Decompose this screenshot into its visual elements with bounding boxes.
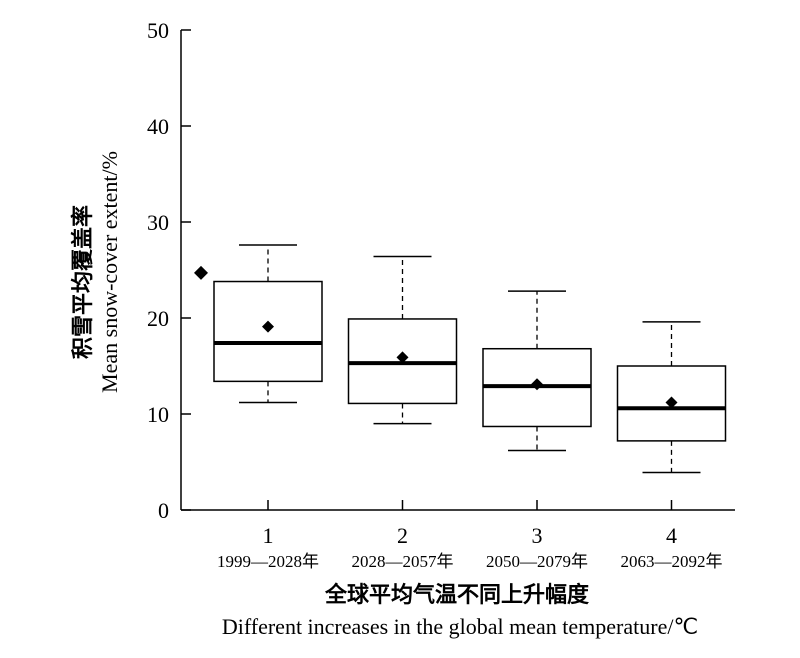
x-period-label: 1999—2028年 (217, 552, 319, 571)
x-tick-label: 3 (532, 523, 543, 548)
x-axis-title-zh: 全球平均气温不同上升幅度 (324, 582, 590, 608)
mean-marker (262, 320, 274, 333)
y-tick-label: 20 (147, 306, 169, 331)
x-axis-title-en: Different increases in the global mean t… (222, 614, 698, 639)
x-tick-label: 1 (263, 523, 274, 548)
outlier-marker (194, 265, 208, 280)
box-series (194, 244, 727, 474)
x-period-label: 2028—2057年 (352, 552, 454, 571)
y-tick-label: 30 (147, 210, 169, 235)
y-axis-title-zh: 积雪平均覆盖率 (70, 205, 96, 359)
mean-marker (531, 378, 543, 391)
x-period-label: 2050—2079年 (486, 552, 588, 571)
box-4 (616, 321, 727, 474)
y-tick-label: 10 (147, 402, 169, 427)
box-3 (482, 290, 592, 452)
y-tick-label: 50 (147, 18, 169, 43)
x-axis: 1 1999—2028年 2 2028—2057年 3 2050—2079年 4 2063—2… (181, 500, 735, 571)
mean-marker (396, 351, 409, 364)
y-axis: 0 10 20 30 40 50 (147, 18, 191, 523)
x-tick-label: 4 (666, 523, 677, 548)
y-axis-title-en: Mean snow-cover extent/% (97, 151, 122, 393)
x-period-label: 2063—2092年 (621, 552, 723, 571)
box-2 (347, 255, 458, 425)
x-tick-label: 2 (397, 523, 408, 548)
y-tick-label: 0 (158, 498, 169, 523)
y-tick-label: 40 (147, 114, 169, 139)
box-1 (194, 244, 323, 404)
mean-marker (665, 396, 678, 409)
